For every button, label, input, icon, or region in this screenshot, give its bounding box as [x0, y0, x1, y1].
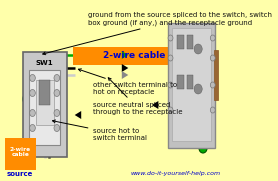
Bar — [29, 70, 60, 145]
Circle shape — [23, 94, 31, 104]
Circle shape — [30, 75, 35, 81]
Bar — [73, 47, 195, 65]
Bar — [36, 80, 54, 125]
Circle shape — [210, 55, 215, 61]
Text: 2-wire
cable: 2-wire cable — [10, 147, 31, 157]
Text: www.do-it-yourself-help.com: www.do-it-yourself-help.com — [131, 171, 221, 176]
Circle shape — [168, 82, 173, 88]
Circle shape — [210, 35, 215, 41]
Circle shape — [54, 125, 60, 132]
Circle shape — [194, 84, 202, 94]
Text: source neutral spliced
through to the receptacle: source neutral spliced through to the re… — [93, 78, 183, 115]
Polygon shape — [122, 51, 128, 59]
Circle shape — [168, 55, 173, 61]
Text: ground from the source spliced to the switch, switch
box ground (if any,) and th: ground from the source spliced to the sw… — [43, 12, 272, 55]
Polygon shape — [152, 101, 158, 109]
Polygon shape — [122, 71, 128, 79]
Bar — [5, 138, 36, 170]
Bar — [177, 75, 183, 89]
Circle shape — [54, 110, 60, 117]
Circle shape — [194, 44, 202, 54]
Bar — [177, 35, 183, 49]
Polygon shape — [75, 111, 81, 119]
Bar — [168, 23, 215, 148]
Text: other switch terminal to
hot on receptacle: other switch terminal to hot on receptac… — [78, 69, 178, 95]
Bar — [39, 80, 50, 105]
Circle shape — [30, 125, 35, 132]
Circle shape — [199, 143, 207, 153]
Circle shape — [54, 75, 60, 81]
Text: 2-wire cable: 2-wire cable — [103, 52, 165, 60]
Text: SW1: SW1 — [36, 60, 53, 66]
Text: source: source — [7, 171, 33, 177]
Bar — [23, 52, 67, 157]
Text: source hot to
switch terminal: source hot to switch terminal — [53, 120, 147, 141]
Bar — [214, 50, 218, 100]
Circle shape — [168, 107, 173, 113]
Circle shape — [210, 107, 215, 113]
Circle shape — [30, 89, 35, 96]
Bar — [187, 35, 193, 49]
Bar — [187, 75, 193, 89]
Circle shape — [54, 89, 60, 96]
Bar — [172, 28, 211, 141]
Polygon shape — [122, 64, 128, 72]
Circle shape — [30, 110, 35, 117]
Circle shape — [168, 35, 173, 41]
Circle shape — [210, 82, 215, 88]
